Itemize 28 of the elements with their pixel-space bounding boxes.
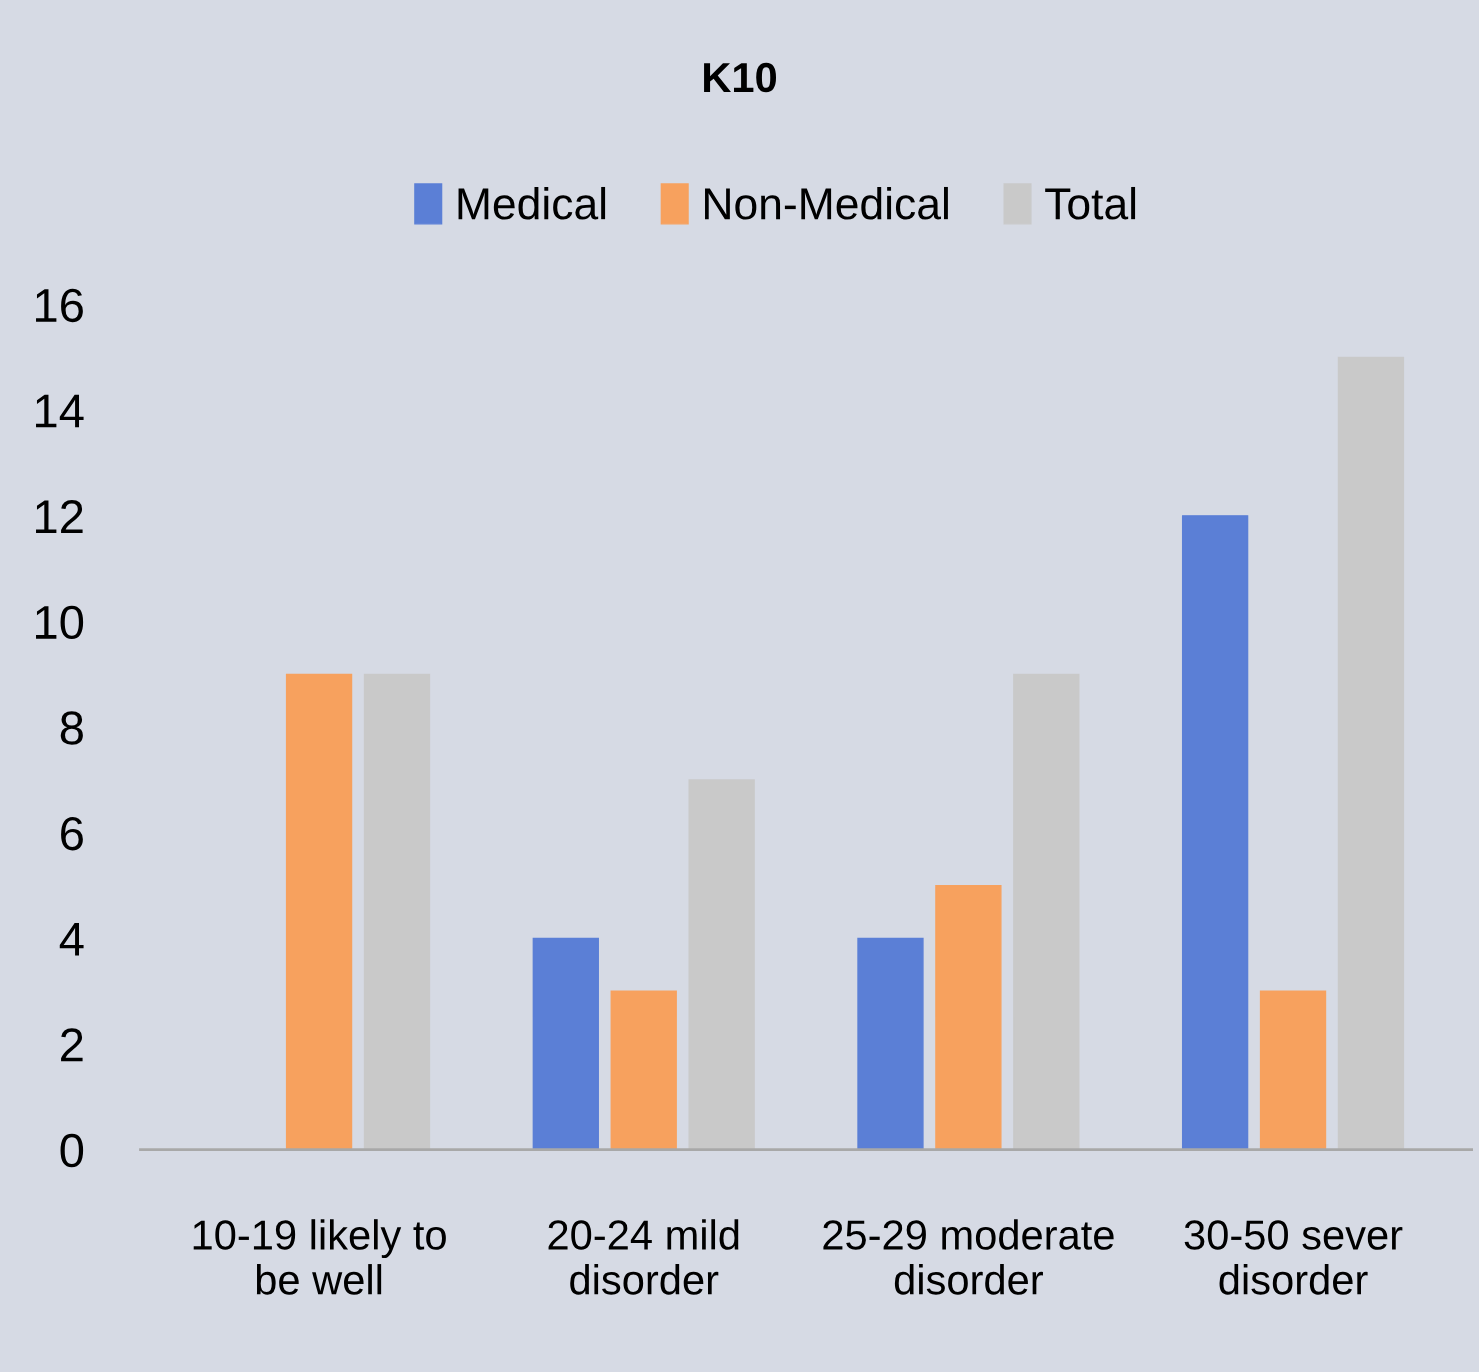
- bar: [610, 990, 677, 1150]
- x-tick-label: 10-19 likely to be well: [193, 1219, 446, 1295]
- bar: [1181, 515, 1249, 1150]
- bar: [857, 937, 924, 1150]
- bar: [532, 937, 599, 1150]
- legend-label: Non-Medical: [705, 186, 948, 220]
- y-tick-label: 4: [59, 923, 84, 956]
- y-tick-label: 0: [60, 1133, 84, 1168]
- bar: [1337, 356, 1405, 1150]
- x-tick-label: 30-50 sever disorder: [1184, 1220, 1403, 1295]
- chart-title: K10: [704, 62, 777, 93]
- y-tick-label: 12: [36, 500, 83, 533]
- y-tick-label: 16: [36, 288, 83, 323]
- x-tick-label: 20-24 mild disorder: [548, 1219, 739, 1295]
- y-tick-label: 10: [36, 605, 84, 640]
- y-tick-label: 8: [60, 711, 83, 745]
- legend-label: Medical: [458, 186, 606, 220]
- y-tick-label: 2: [61, 1028, 83, 1062]
- bar: [935, 884, 1002, 1150]
- bar: [688, 779, 755, 1150]
- bar: [1259, 990, 1327, 1150]
- y-tick-label: 6: [61, 816, 83, 851]
- y-tick-label: 14: [36, 394, 84, 428]
- legend-label: Total: [1045, 186, 1136, 220]
- x-tick-label: 25-29 moderate disorder: [823, 1219, 1114, 1295]
- bar: [285, 673, 353, 1150]
- bar: [363, 673, 431, 1150]
- bar: [1013, 673, 1080, 1150]
